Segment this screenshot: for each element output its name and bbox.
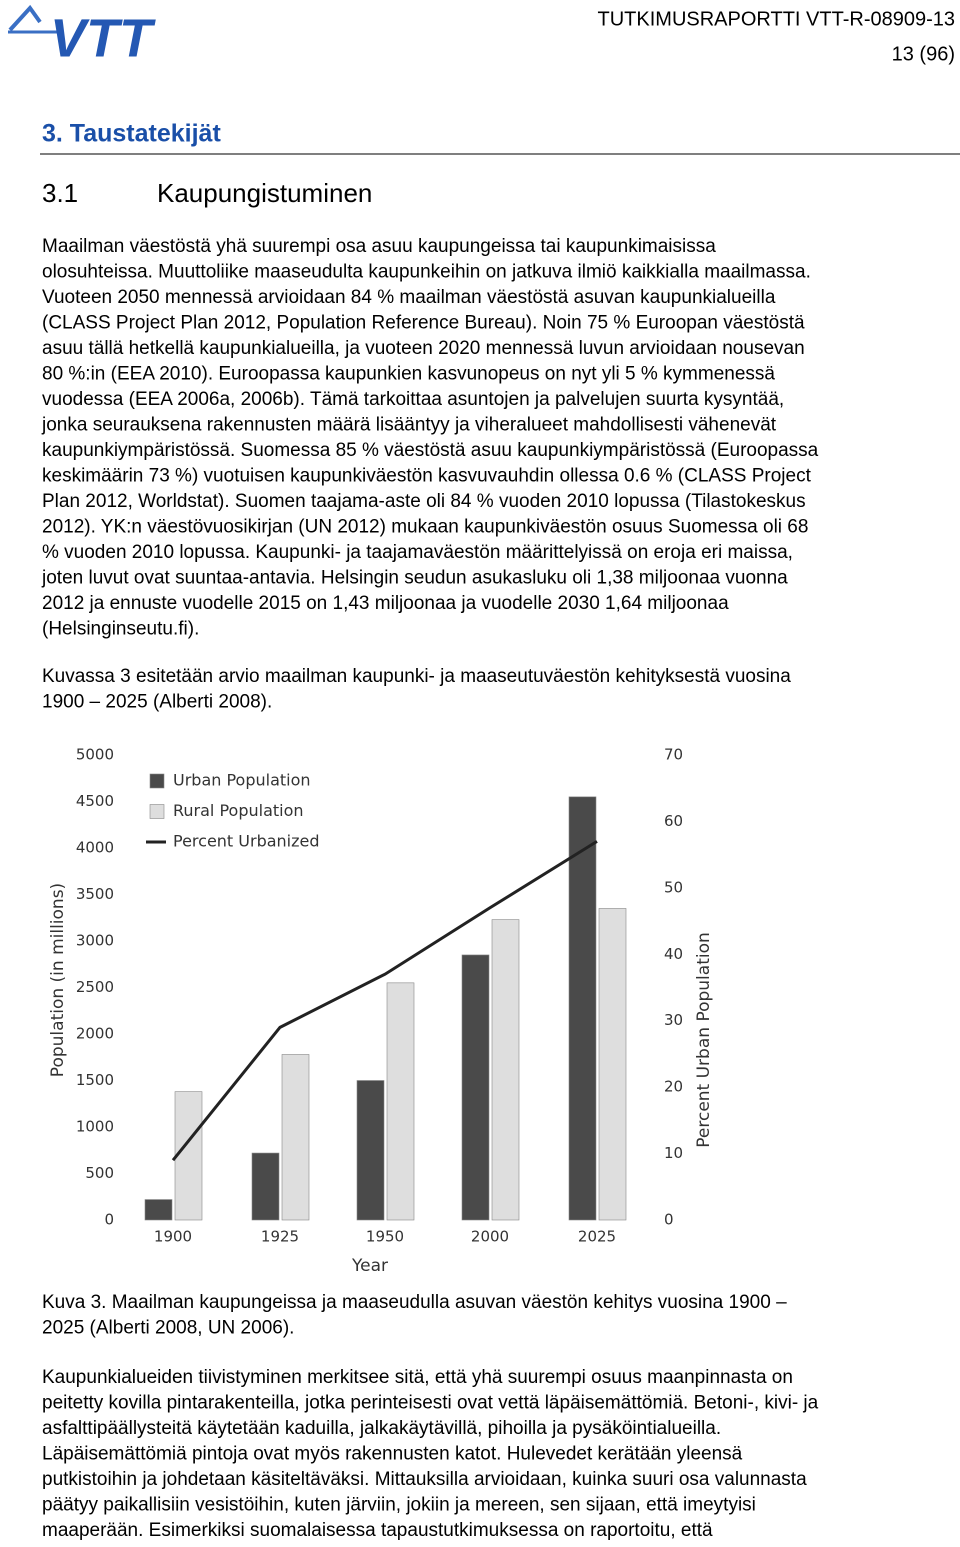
paragraph-line: päätyy paikallisiin vesistöihin, kuten j… xyxy=(42,1495,756,1516)
bar xyxy=(356,1080,385,1221)
paragraph-line: Vuoteen 2050 mennessä arvioidaan 84 % ma… xyxy=(42,287,776,308)
paragraph-line: 80 %:in (EEA 2010). Euroopassa kaupunkie… xyxy=(42,364,775,385)
chart: 0500100015002000250030003500400045005000… xyxy=(48,746,714,1277)
x-axis-title: Year xyxy=(351,1256,388,1276)
y2-tick-label: 50 xyxy=(664,878,683,896)
bar xyxy=(568,796,597,1221)
paragraph-line: vuodessa (EEA 2006a, 2006b). Tämä tarkoi… xyxy=(42,389,784,410)
y2-tick-label: 70 xyxy=(664,746,683,764)
y2-tick-label: 30 xyxy=(664,1011,683,1029)
paragraph-line: keskimäärin 73 %) vuotuisen kaupunkiväes… xyxy=(42,466,812,487)
y-tick-label: 0 xyxy=(104,1211,114,1229)
x-tick-label: 2025 xyxy=(578,1228,616,1246)
line xyxy=(171,840,598,1162)
paragraph-line: kaupunkiympäristössä. Suomessa 85 % väes… xyxy=(42,440,819,461)
paragraph-line: Kaupunkialueiden tiivistyminen merkitsee… xyxy=(42,1367,793,1388)
page-number: 13 (96) xyxy=(892,43,955,65)
logo-mark xyxy=(8,4,42,32)
y-tick-label: 3500 xyxy=(76,885,114,903)
paragraph-line: maaperään. Esimerkiksi suomalaisessa tap… xyxy=(42,1520,713,1541)
paragraph-line: % vuoden 2010 lopussa. Kaupunki- ja taaj… xyxy=(42,542,793,563)
paragraph-line: Kuvassa 3 esitetään arvio maailman kaupu… xyxy=(42,666,791,687)
y2-axis-title: Percent Urban Population xyxy=(694,932,714,1148)
caption-line: Kuva 3. Maailman kaupungeissa ja maaseud… xyxy=(42,1292,787,1313)
y-tick-label: 1000 xyxy=(76,1118,114,1136)
paragraph-line: asuu tällä hetkellä kaupunkialueilla, ja… xyxy=(42,338,805,359)
bar xyxy=(281,1054,310,1221)
bar xyxy=(598,908,627,1221)
paragraph-line: Maailman väestöstä yhä suurempi osa asuu… xyxy=(42,236,716,257)
bar xyxy=(174,1091,203,1221)
legend-swatch xyxy=(149,773,165,789)
logo: VTT xyxy=(50,8,156,68)
y-tick-label: 500 xyxy=(85,1164,114,1182)
paragraph-line: Läpäisemättömiä pintoja ovat myös rakenn… xyxy=(42,1444,743,1465)
x-tick-label: 1900 xyxy=(154,1228,192,1246)
paragraph-line: putkistoihin ja johdetaan käsiteltäväksi… xyxy=(42,1469,807,1490)
y-tick-label: 1500 xyxy=(76,1071,114,1089)
x-tick-label: 2000 xyxy=(471,1228,509,1246)
bar xyxy=(461,954,490,1221)
y-tick-label: 2000 xyxy=(76,1025,114,1043)
paragraph-line: joten luvut ovat suuntaa-antavia. Helsin… xyxy=(41,568,788,589)
bar xyxy=(386,982,415,1221)
y2-tick-label: 60 xyxy=(664,812,683,830)
y-tick-label: 2500 xyxy=(76,978,114,996)
report-id: TUTKIMUSRAPORTTI VTT-R-08909-13 xyxy=(598,8,955,30)
paragraph-line: (CLASS Project Plan 2012, Population Ref… xyxy=(42,313,805,334)
paragraph-line: (Helsinginseutu.fi). xyxy=(42,619,199,640)
legend-swatch xyxy=(149,804,165,819)
paragraph-line: peitetty kovilla pintarakenteilla, jotka… xyxy=(42,1393,819,1414)
y2-tick-label: 0 xyxy=(664,1211,674,1229)
paragraph-line: 1900 – 2025 (Alberti 2008). xyxy=(42,692,272,713)
caption-line: 2025 (Alberti 2008, UN 2006). xyxy=(42,1318,294,1339)
x-tick-label: 1925 xyxy=(261,1228,299,1246)
y2-tick-label: 20 xyxy=(664,1078,683,1096)
paragraph-line: olosuhteissa. Muuttoliike maaseudulta ka… xyxy=(42,262,811,283)
y-tick-label: 4000 xyxy=(76,839,114,857)
bar xyxy=(144,1199,173,1221)
y-tick-label: 4500 xyxy=(76,792,114,810)
legend-label: Urban Population xyxy=(173,771,311,790)
y-tick-label: 5000 xyxy=(76,746,114,764)
subsection-number: 3.1 xyxy=(42,178,78,208)
y2-tick-label: 10 xyxy=(664,1144,683,1162)
y-axis-title: Population (in millions) xyxy=(48,883,68,1077)
bar xyxy=(251,1152,280,1221)
paragraph-line: asfalttipäällysteitä käytetään kaduilla,… xyxy=(42,1418,721,1439)
paragraph-line: 2012). YK:n väestövuosikirjan (UN 2012) … xyxy=(42,517,808,538)
paragraph-line: Plan 2012, Worldstat). Suomen taajama-as… xyxy=(42,491,806,512)
section-title: 3. Taustatekijät xyxy=(42,120,221,148)
x-tick-label: 1950 xyxy=(366,1228,404,1246)
paragraph-line: 2012 ja ennuste vuodelle 2015 on 1,43 mi… xyxy=(42,593,729,614)
paragraph-line: jonka seurauksena rakennusten määrä lisä… xyxy=(41,415,777,436)
legend-label: Rural Population xyxy=(173,801,304,820)
y-tick-label: 3000 xyxy=(76,932,114,950)
legend-label: Percent Urbanized xyxy=(173,832,320,851)
bar xyxy=(491,919,520,1221)
subsection-title: Kaupungistuminen xyxy=(157,178,372,208)
y2-tick-label: 40 xyxy=(664,945,683,963)
